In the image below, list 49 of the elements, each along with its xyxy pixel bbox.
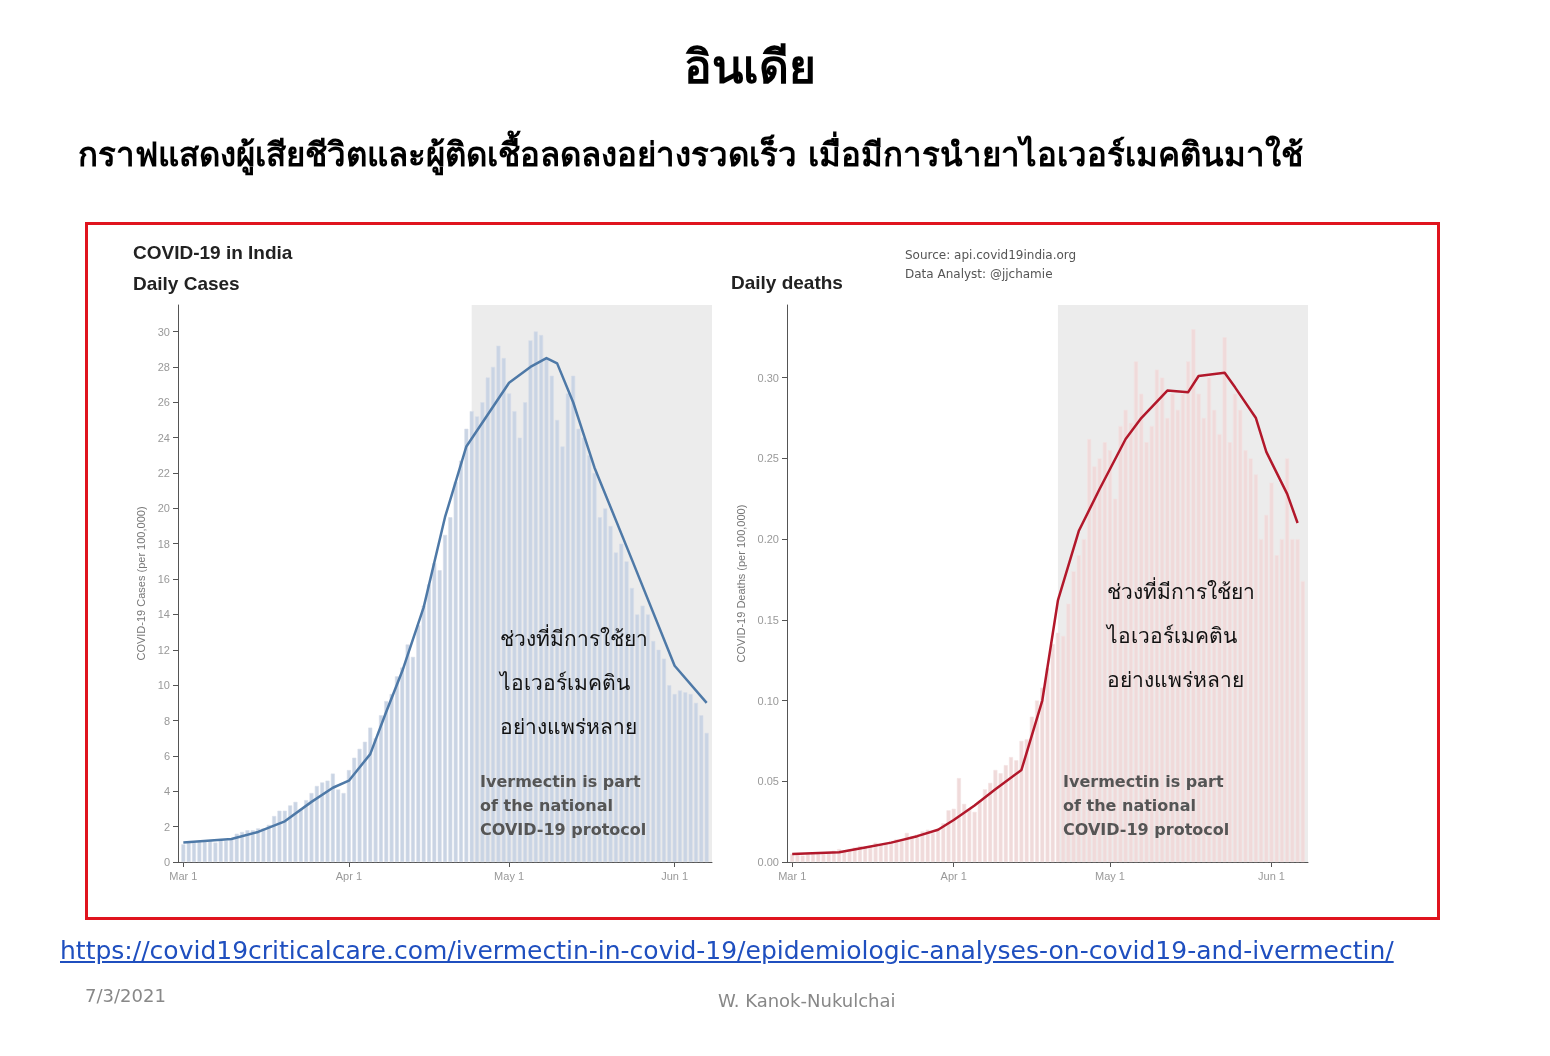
- y-tick-label: 18: [157, 537, 170, 550]
- y-tick-label: 0.15: [757, 613, 779, 626]
- line-series: [790, 371, 1299, 856]
- text: กราฟแสดงผู้เสียชีวิตและผู้ติดเชื้อลดลงอย่างรวดเร็ว เมื่อมีการนำยาไอเวอร์เมคตินมาใช้: [78, 129, 1304, 178]
- y-tick-label: 8: [163, 714, 170, 727]
- chart-subtitle: Daily Cases: [133, 273, 240, 294]
- text: อินเดีย: [683, 39, 817, 96]
- x-tick-label: Jun 1: [1258, 869, 1285, 882]
- x-tick-label: May 1: [1095, 869, 1125, 882]
- text: https://covid19criticalcare.com/ivermectin-in-covid-19/epidemiologic-analyses-on-covid19-and-ivermectin/: [60, 936, 1394, 965]
- y-tick-label: 26: [157, 396, 170, 409]
- source-note: Source: api.covid19india.org: [905, 247, 1077, 264]
- y-tick-label: 30: [157, 325, 170, 338]
- x-tick-label: May 1: [494, 869, 525, 882]
- y-axis-title: COVID-19 Cases (per 100,000): [135, 506, 148, 661]
- x-tick-label: Mar 1: [169, 869, 198, 882]
- annotation: Ivermectin is part of the national COVID-19 protocol: [480, 771, 647, 841]
- y-tick-label: 16: [157, 573, 170, 586]
- y-tick-label: 0.00: [757, 856, 779, 868]
- chart-title: COVID-19 in India: [133, 242, 293, 263]
- y-tick-label: 0.20: [757, 533, 779, 546]
- text: Data Analyst: @jjchamie: [905, 266, 1053, 283]
- y-tick-label: 24: [157, 431, 170, 444]
- y-tick-label: 20: [157, 502, 170, 515]
- y-tick-label: 4: [163, 785, 170, 798]
- x-tick-label: Apr 1: [335, 869, 363, 882]
- x-tick-label: Apr 1: [940, 869, 967, 882]
- line-series: [182, 356, 708, 844]
- y-tick-label: 2: [163, 820, 170, 833]
- y-tick-label: 6: [163, 749, 170, 762]
- y-tick-label: 28: [157, 360, 170, 373]
- y-tick-label: 10: [157, 679, 170, 692]
- y-tick-label: 0.10: [757, 694, 779, 707]
- y-tick-label: 22: [157, 466, 170, 479]
- x-tick-label: Jun 1: [661, 869, 689, 882]
- y-tick-label: 14: [157, 608, 170, 621]
- annotation: ช่วงที่มีการใช้ยา ไอเวอร์เมคติน อย่างแพร่หลาย: [1107, 576, 1255, 695]
- y-tick-label: 12: [157, 643, 170, 656]
- chart-title: Daily deaths: [731, 272, 843, 293]
- annotation: Ivermectin is part of the national COVID-19 protocol: [1063, 771, 1230, 841]
- y-tick-label: 0.30: [757, 371, 779, 384]
- y-tick-label: 0.25: [757, 452, 779, 465]
- annotation: ช่วงที่มีการใช้ยา ไอเวอร์เมคติน อย่างแพร่หลาย: [500, 623, 648, 742]
- y-tick-label: 0.05: [757, 775, 779, 788]
- y-axis-title: COVID-19 Deaths (per 100,000): [735, 504, 748, 663]
- x-tick-label: Mar 1: [778, 869, 807, 882]
- y-tick-label: 0: [163, 856, 170, 868]
- text: W. Kanok-Nukulchai: [718, 990, 896, 1011]
- text: 7/3/2021: [85, 985, 166, 1006]
